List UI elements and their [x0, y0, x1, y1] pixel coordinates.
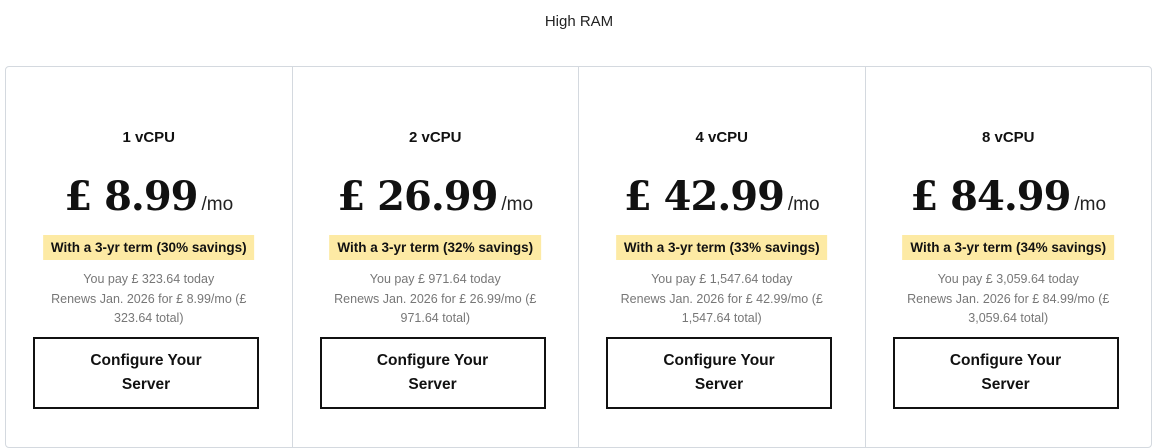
plan-card: 1 vCPU £ 8.99/mo With a 3-yr term (30% s… [6, 67, 293, 447]
plan-price: £ 8.99/mo [6, 173, 292, 220]
price-period: /mo [501, 194, 534, 215]
pay-today: You pay £ 3,059.64 today [937, 272, 1079, 286]
configure-server-button[interactable]: Configure Your Server [319, 337, 546, 409]
configure-server-button[interactable]: Configure Your Server [33, 337, 259, 409]
plans-grid: 1 vCPU £ 8.99/mo With a 3-yr term (30% s… [5, 66, 1152, 448]
configure-server-button[interactable]: Configure Your Server [892, 337, 1119, 409]
billing-info: You pay £ 1,547.64 today Renews Jan. 2026… [617, 270, 827, 329]
renewal-text: Renews Jan. 2026 for £ 84.99/mo (£ 3,059… [907, 291, 1110, 326]
plan-title: 1 vCPU [122, 129, 176, 146]
savings-badge: With a 3-yr term (30% savings) [42, 235, 255, 260]
configure-server-button[interactable]: Configure Your Server [606, 337, 832, 409]
pay-today: You pay £ 971.64 today [369, 272, 501, 286]
tab-high-ram[interactable]: High RAM [544, 13, 614, 30]
plan-card: 4 vCPU £ 42.99/mo With a 3-yr term (33% … [579, 67, 866, 447]
savings-badge: With a 3-yr term (34% savings) [902, 235, 1115, 260]
price-period: /mo [787, 194, 820, 215]
plan-title: 4 vCPU [695, 129, 749, 146]
plan-card: 2 vCPU £ 26.99/mo With a 3-yr term (32% … [293, 67, 579, 447]
savings-badge: With a 3-yr term (32% savings) [329, 235, 542, 260]
price-period: /mo [201, 194, 234, 215]
renewal-text: Renews Jan. 2026 for £ 42.99/mo (£ 1,547… [620, 291, 823, 326]
plan-title: 2 vCPU [408, 129, 462, 146]
pay-today: You pay £ 1,547.64 today [651, 272, 793, 286]
renewal-text: Renews Jan. 2026 for £ 8.99/mo (£ 323.64… [51, 291, 247, 326]
price-amount: £ 42.99 [623, 173, 785, 220]
price-period: /mo [1074, 194, 1107, 215]
billing-info: You pay £ 323.64 today Renews Jan. 2026 f… [44, 270, 254, 329]
billing-info: You pay £ 3,059.64 today Renews Jan. 2026… [904, 270, 1114, 329]
price-amount: £ 8.99 [64, 173, 198, 220]
plan-title: 8 vCPU [981, 129, 1035, 146]
price-amount: £ 84.99 [910, 173, 1071, 220]
plan-price: £ 84.99/mo [866, 173, 1152, 220]
plan-price: £ 42.99/mo [579, 173, 865, 220]
price-amount: £ 26.99 [337, 173, 498, 220]
savings-badge: With a 3-yr term (33% savings) [615, 235, 828, 260]
plan-price: £ 26.99/mo [293, 173, 579, 220]
plan-card: 8 vCPU £ 84.99/mo With a 3-yr term (34% … [866, 67, 1152, 447]
renewal-text: Renews Jan. 2026 for £ 26.99/mo (£ 971.6… [334, 291, 537, 326]
billing-info: You pay £ 971.64 today Renews Jan. 2026 f… [331, 270, 541, 329]
pay-today: You pay £ 323.64 today [83, 272, 215, 286]
